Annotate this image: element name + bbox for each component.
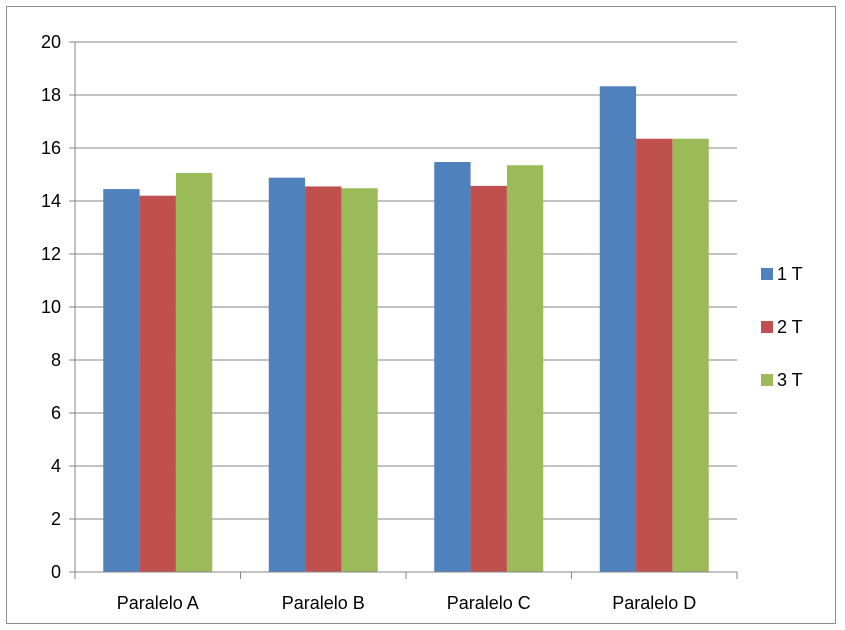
bar-1t-paralelo-d [599,86,637,572]
y-tick-label: 2 [51,509,61,529]
y-tick-label: 10 [41,297,61,317]
x-tick-label: Paralelo A [117,593,199,613]
legend-label: 1 T [777,264,803,284]
legend-swatch [761,268,773,280]
bar-3t-paralelo-b [341,188,378,572]
y-tick-label: 8 [51,350,61,370]
bar-2t-paralelo-c [470,185,507,572]
legend-label: 3 T [777,370,803,390]
x-tick-label: Paralelo D [612,593,696,613]
y-tick-label: 14 [41,191,61,211]
bar-2t-paralelo-b [305,186,342,573]
x-tick-label: Paralelo C [447,593,531,613]
bar-1t-paralelo-b [268,177,306,572]
bar-3t-paralelo-c [506,165,544,572]
bars [103,86,709,573]
legend-label: 2 T [777,317,803,337]
bar-1t-paralelo-a [103,189,140,572]
y-tick-label: 16 [41,138,61,158]
y-tick-label: 6 [51,403,61,423]
y-tick-label: 0 [51,562,61,582]
x-tick-label: Paralelo B [282,593,365,613]
bar-3t-paralelo-d [672,138,709,572]
legend-swatch [761,321,773,333]
legend-swatch [761,374,773,386]
y-tick-label: 18 [41,85,61,105]
bar-2t-paralelo-a [139,195,176,572]
y-tick-label: 20 [41,32,61,52]
y-tick-label: 12 [41,244,61,264]
y-tick-label: 4 [51,456,61,476]
bar-3t-paralelo-a [175,172,213,572]
axes: 0 2 4 6 8 10 12 14 16 18 20 Paralelo A Paralelo B Par… [41,32,738,613]
legend: 1 T 2 T 3 T [761,264,803,390]
bar-1t-paralelo-c [434,162,471,573]
bar-2t-paralelo-d [636,138,673,572]
